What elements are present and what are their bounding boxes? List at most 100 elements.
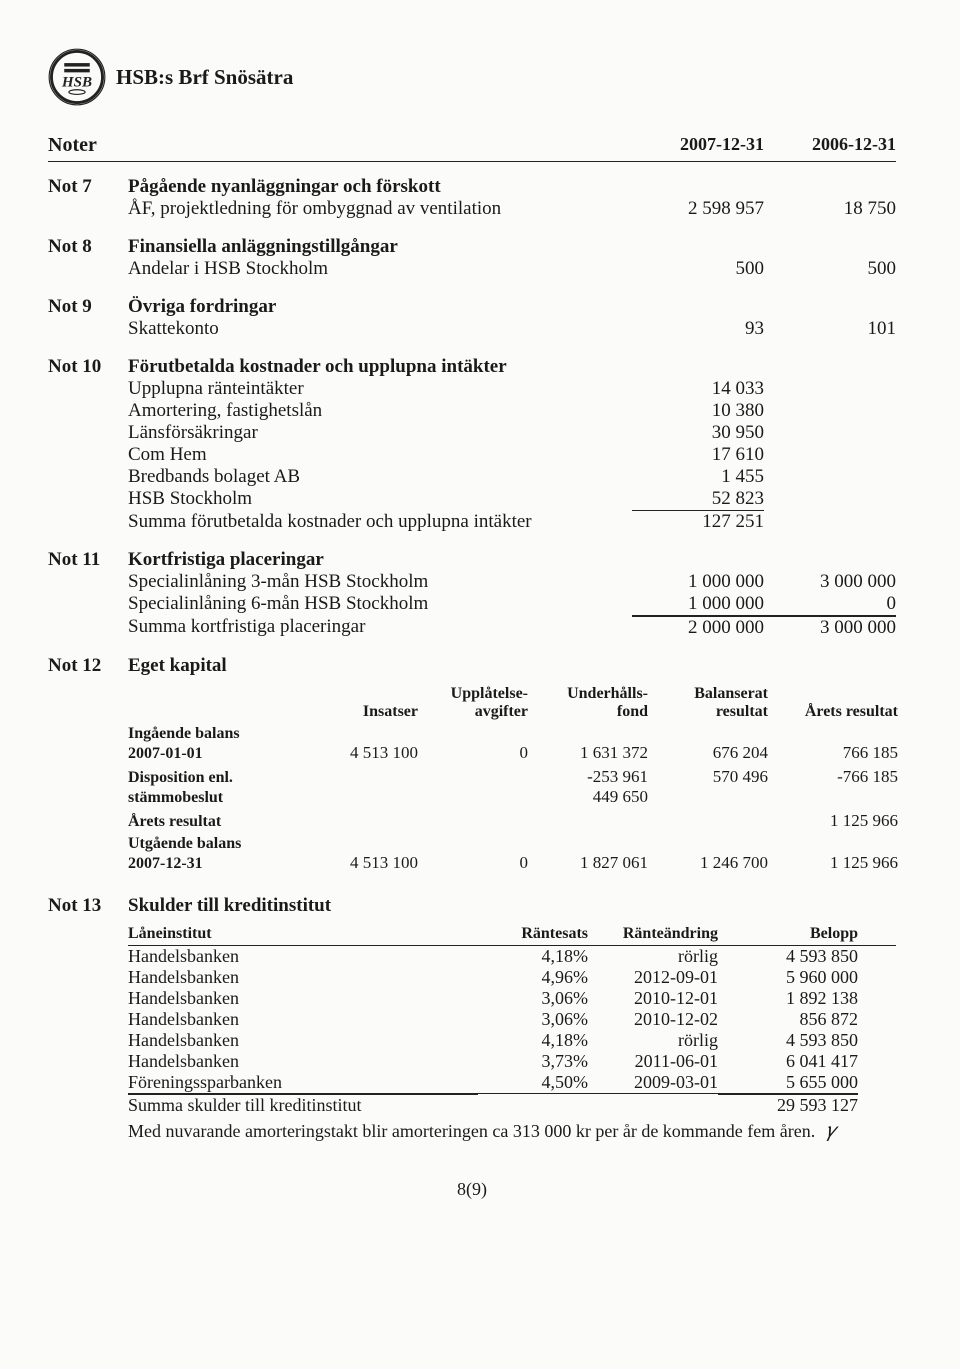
- note-heading: Övriga fordringar: [128, 296, 896, 318]
- empty-cell: [764, 511, 896, 533]
- value-2007: 1 000 000: [632, 571, 764, 593]
- value-2006: 500: [764, 258, 896, 280]
- equity-row-disposition-2: stämmobeslut 449 650: [128, 787, 898, 807]
- table-row: Amortering, fastighetslån10 380: [128, 400, 896, 422]
- noter-label: Noter: [48, 134, 128, 157]
- cell-rantesats: 4,18%: [478, 946, 588, 967]
- table-row: Bredbands bolaget AB1 455: [128, 466, 896, 488]
- line-label: ÅF, projektledning för ombyggnad av vent…: [128, 198, 632, 220]
- svg-text:HSB: HSB: [61, 74, 92, 90]
- col-arets-resultat: Årets resultat: [768, 703, 898, 721]
- note-number: Not 7: [48, 176, 128, 220]
- not-12: Not 12 Eget kapital Insatser Upplåtelse-…: [48, 655, 896, 873]
- cell: 1 631 372: [528, 743, 648, 763]
- row-label: Ingående balans: [128, 725, 308, 743]
- note-number: Not 8: [48, 236, 128, 280]
- noter-header-row: Noter 2007-12-31 2006-12-31: [48, 134, 896, 162]
- line-label: Com Hem: [128, 444, 632, 466]
- cell: 766 185: [768, 743, 898, 763]
- row-label: Utgående balans: [128, 835, 308, 853]
- year-col-2006: 2006-12-31: [764, 134, 896, 157]
- table-row: HSB Stockholm52 823: [128, 488, 896, 511]
- not-9: Not 9 Övriga fordringar Skattekonto 93 1…: [48, 296, 896, 340]
- amortization-footnote: Med nuvarande amorteringstakt blir amort…: [128, 1120, 896, 1143]
- note-heading: Förutbetalda kostnader och upplupna intä…: [128, 356, 896, 378]
- line-label: Amortering, fastighetslån: [128, 400, 632, 422]
- sum-label: Summa förutbetalda kostnader och upplupn…: [128, 511, 632, 533]
- note-heading: Skulder till kreditinstitut: [128, 895, 896, 917]
- table-row: Com Hem17 610: [128, 444, 896, 466]
- value-2007: 2 598 957: [632, 198, 764, 220]
- page: HSB HSB:s Brf Snösätra Noter 2007-12-31 …: [0, 0, 960, 1240]
- value-2006: 101: [764, 318, 896, 340]
- cell-ranteandring: 2011-06-01: [588, 1051, 718, 1072]
- line-label: HSB Stockholm: [128, 488, 632, 511]
- sum-label: Summa kortfristiga placeringar: [128, 616, 632, 639]
- value-2006: 0: [764, 593, 896, 616]
- not-7: Not 7 Pågående nyanläggningar och försko…: [48, 176, 896, 220]
- col-upplatelse-b: avgifter: [418, 703, 528, 721]
- cell: 1 125 966: [768, 811, 898, 831]
- row-label: 2007-12-31: [128, 855, 308, 873]
- hsb-logo-icon: HSB: [48, 48, 106, 106]
- cell: 676 204: [648, 743, 768, 763]
- value-2006: 18 750: [764, 198, 896, 220]
- not-11: Not 11 Kortfristiga placeringar Speciali…: [48, 549, 896, 639]
- col-balanserat-a: Balanserat: [648, 685, 768, 703]
- cell-ranteandring: 2010-12-02: [588, 1009, 718, 1030]
- col-balanserat-b: resultat: [648, 703, 768, 721]
- cell-rantesats: 3,06%: [478, 988, 588, 1009]
- line-label: Upplupna ränteintäkter: [128, 378, 632, 400]
- equity-row-opening: 2007-01-01 4 513 100 0 1 631 372 676 204…: [128, 743, 898, 763]
- cell-belopp: 5 960 000: [718, 967, 858, 988]
- equity-row-opening-label: Ingående balans: [128, 725, 898, 743]
- equity-row-closing-label: Utgående balans: [128, 835, 898, 853]
- cell-institut: Föreningssparbanken: [128, 1072, 478, 1094]
- not-10: Not 10 Förutbetalda kostnader och upplup…: [48, 356, 896, 533]
- cell-institut: Handelsbanken: [128, 1009, 478, 1030]
- cell-belopp: 6 041 417: [718, 1051, 858, 1072]
- equity-row-disposition-1: Disposition enl. -253 961 570 496 -766 1…: [128, 767, 898, 787]
- equity-row-year-result: Årets resultat 1 125 966: [128, 811, 898, 831]
- cell: 0: [418, 853, 528, 873]
- cell-ranteandring: 2010-12-01: [588, 988, 718, 1009]
- cell-institut: Handelsbanken: [128, 946, 478, 967]
- not-8: Not 8 Finansiella anläggningstillgångar …: [48, 236, 896, 280]
- table-row: Handelsbanken4,96%2012-09-015 960 000: [128, 967, 896, 988]
- value-2007: 500: [632, 258, 764, 280]
- value-2007: 14 033: [632, 378, 764, 400]
- row-label: Årets resultat: [128, 813, 308, 831]
- note-number: Not 9: [48, 296, 128, 340]
- sum-label: Summa skulder till kreditinstitut: [128, 1094, 478, 1116]
- value-2007: 10 380: [632, 400, 764, 422]
- cell: 449 650: [528, 787, 648, 807]
- value-2007: 52 823: [632, 488, 764, 511]
- value-2007: 1 455: [632, 466, 764, 488]
- note-heading: Pågående nyanläggningar och förskott: [128, 176, 896, 198]
- cell: 0: [418, 743, 528, 763]
- row-label: stämmobeslut: [128, 789, 308, 807]
- cell-institut: Handelsbanken: [128, 1051, 478, 1072]
- cell-belopp: 4 593 850: [718, 1030, 858, 1051]
- signature-mark-icon: 𝛾: [820, 1120, 836, 1142]
- loan-sum-row: Summa skulder till kreditinstitut 29 593…: [128, 1094, 896, 1116]
- cell: 1 125 966: [768, 853, 898, 873]
- table-row: Specialinlåning 3-mån HSB Stockholm1 000…: [128, 571, 896, 593]
- cell-rantesats: 4,50%: [478, 1072, 588, 1094]
- col-ranteandring: Ränteändring: [588, 925, 718, 943]
- cell-belopp: 856 872: [718, 1009, 858, 1030]
- cell: 570 496: [648, 767, 768, 787]
- equity-table: Insatser Upplåtelse- avgifter Underhålls…: [128, 685, 898, 873]
- col-belopp: Belopp: [718, 925, 858, 943]
- equity-header-row: Insatser Upplåtelse- avgifter Underhålls…: [128, 685, 898, 721]
- note-number: Not 10: [48, 356, 128, 533]
- table-row: Handelsbanken3,06%2010-12-011 892 138: [128, 988, 896, 1009]
- value-2007: 17 610: [632, 444, 764, 466]
- org-title: HSB:s Brf Snösätra: [116, 65, 293, 90]
- cell-ranteandring: rörlig: [588, 1030, 718, 1051]
- col-insatser: Insatser: [308, 703, 418, 721]
- note-number: Not 13: [48, 895, 128, 1143]
- page-number: 8(9): [48, 1179, 896, 1200]
- table-row: Handelsbanken3,06%2010-12-02856 872: [128, 1009, 896, 1030]
- sum-value: 127 251: [632, 511, 764, 533]
